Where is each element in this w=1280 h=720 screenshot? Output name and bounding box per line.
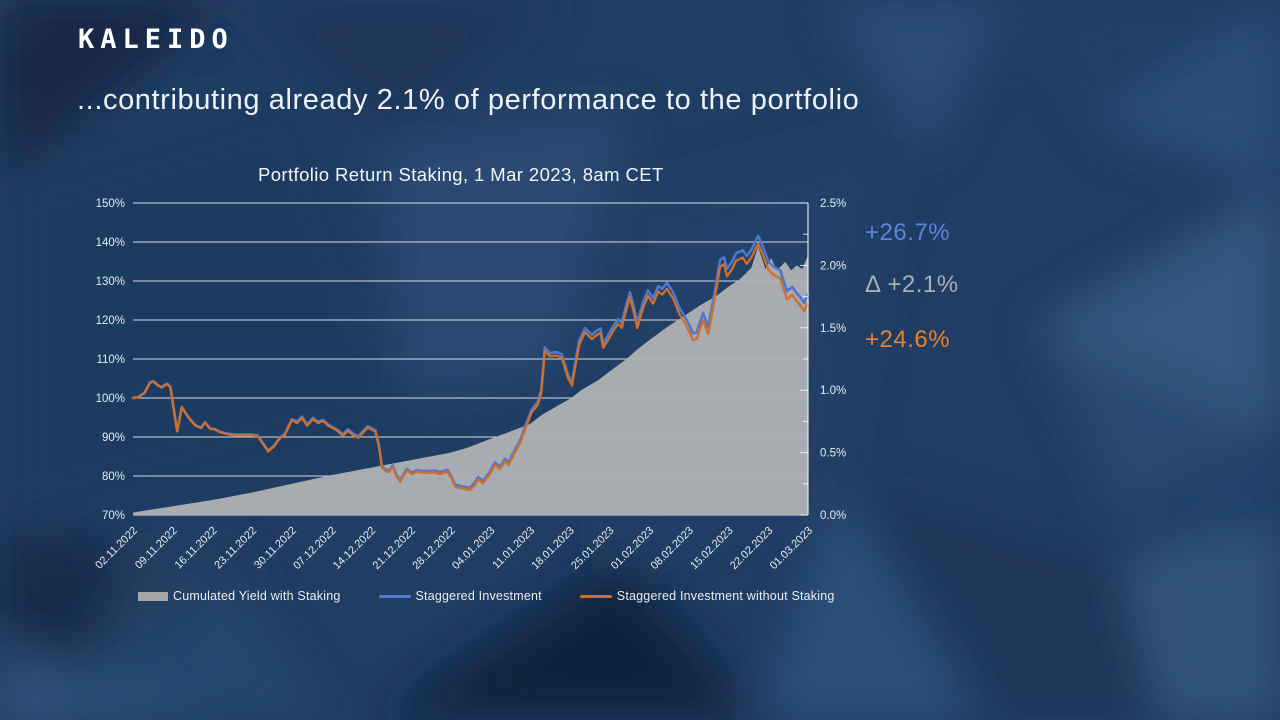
line-swatch-blue [378, 594, 411, 598]
slide-title: ...contributing already 2.1% of performa… [77, 84, 860, 116]
legend-label: Cumulated Yield with Staking [173, 589, 341, 603]
annotation-delta: Δ +2.1% [865, 271, 959, 298]
legend-label: Staggered Investment [415, 589, 542, 603]
chart-title: Portfolio Return Staking, 1 Mar 2023, 8a… [258, 164, 664, 185]
kaleido-logo: KALEIDO [78, 24, 234, 55]
area-swatch [138, 591, 168, 601]
legend-item-cumulated-yield: Cumulated Yield with Staking [138, 589, 341, 603]
legend-item-without-staking: Staggered Investment without Staking [579, 589, 835, 603]
chart-legend: Cumulated Yield with Staking Staggered I… [138, 589, 835, 603]
annotation-no-staking-return: +24.6% [865, 326, 951, 353]
annotation-staking-return: +26.7% [865, 219, 951, 246]
line-swatch-orange [579, 594, 612, 598]
legend-label: Staggered Investment without Staking [616, 589, 835, 603]
legend-item-staggered-investment: Staggered Investment [378, 589, 542, 603]
